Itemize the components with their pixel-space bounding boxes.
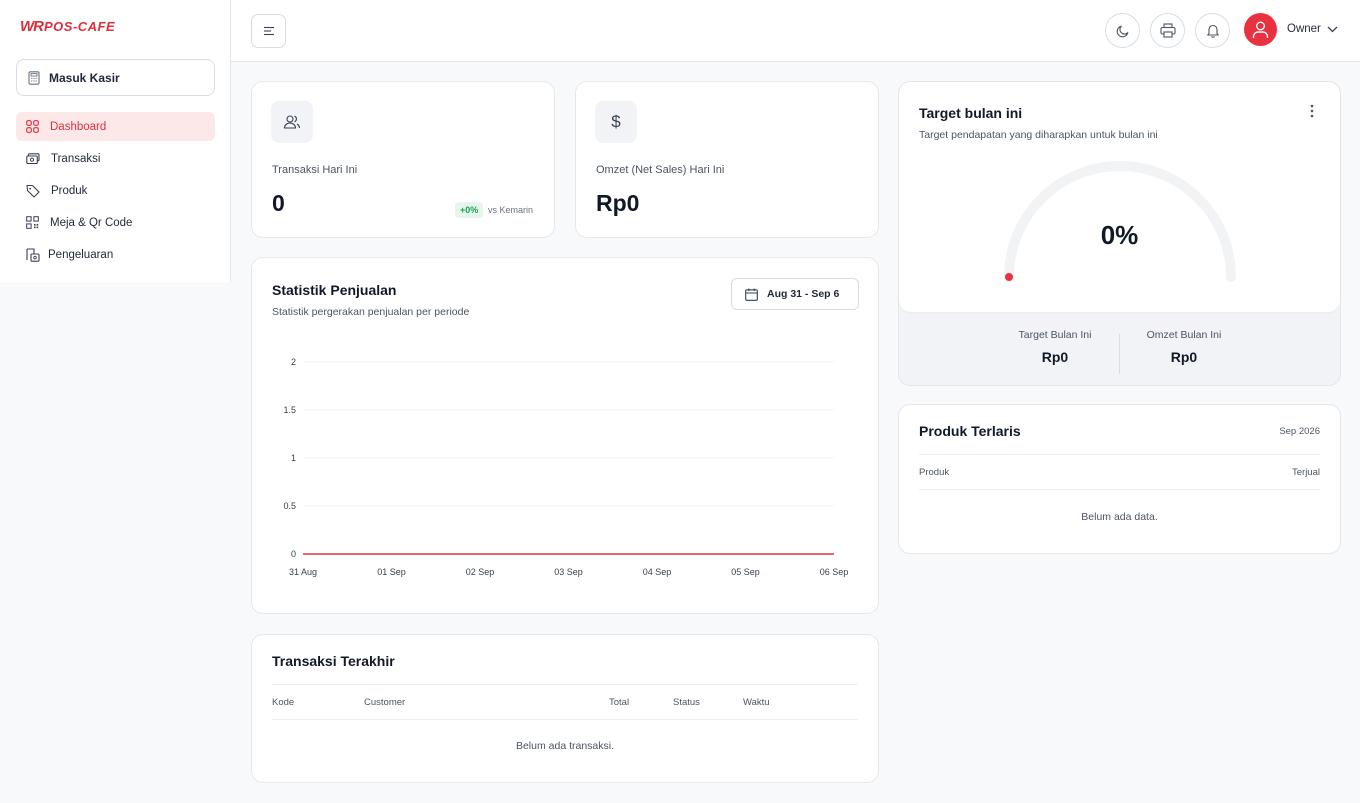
brand-mark: WR	[20, 17, 44, 35]
omzet-value: Rp0	[1170, 349, 1198, 365]
column-header-terjual[interactable]: Terjual	[1292, 467, 1320, 478]
column-header-kode[interactable]: Kode	[272, 697, 295, 708]
column-header-total[interactable]: Total	[609, 697, 630, 708]
target-value-block: Target Bulan Ini Rp0	[995, 329, 1115, 365]
period-label: Sep 2026	[1279, 426, 1320, 437]
y-tick-label: 0	[291, 549, 296, 559]
target-value: Rp0	[1041, 349, 1069, 365]
sidebar: WR POS-CAFE Masuk Kasir Dashboard Transa…	[0, 0, 231, 282]
empty-state-message: Belum ada transaksi.	[515, 740, 615, 752]
sidebar-item-label: Produk	[51, 184, 88, 197]
stat-label: Transaksi Hari Ini	[272, 164, 358, 176]
x-tick-label: 31 Aug	[289, 567, 317, 577]
masuk-kasir-button[interactable]: Masuk Kasir	[16, 59, 215, 96]
masuk-kasir-label: Masuk Kasir	[49, 70, 120, 85]
x-tick-label: 03 Sep	[554, 567, 583, 577]
tag-icon	[26, 184, 40, 198]
dollar-symbol: $	[611, 112, 621, 131]
stat-value: 0	[272, 190, 285, 216]
y-tick-label: 1.5	[283, 405, 296, 415]
y-tick-label: 1	[291, 453, 296, 463]
sales-line-chart: 0 0.5 1 1.5 2 31 Aug 01 Sep 02 Sep 03 Sep 04 Sep 0…	[283, 357, 849, 577]
date-range-label: Aug 31 - Sep 6	[767, 288, 840, 300]
sidebar-item-dashboard[interactable]: Dashboard	[16, 112, 215, 141]
qr-code-icon	[26, 216, 39, 229]
brand-text: POS-CAFE	[44, 18, 116, 34]
sales-statistics-card: Statistik Penjualan Statistik pergerakan…	[251, 257, 879, 614]
stat-value: Rp0	[596, 190, 640, 216]
target-gauge-panel: Target bulan ini Target pendapatan yang …	[899, 82, 1340, 312]
best-selling-products-card: Produk Terlaris Sep 2026 Produk Terjual …	[898, 404, 1341, 554]
moon-icon	[1116, 25, 1128, 37]
change-badge: +0%	[455, 202, 484, 218]
column-header-produk[interactable]: Produk	[919, 467, 950, 478]
card-title: Transaksi Terakhir	[272, 653, 395, 669]
brand-logo[interactable]: WR POS-CAFE	[20, 17, 115, 35]
sidebar-item-pengeluaran[interactable]: Pengeluaran	[16, 240, 215, 269]
x-tick-label: 05 Sep	[731, 567, 760, 577]
target-gauge	[1004, 161, 1236, 282]
sidebar-item-label: Dashboard	[50, 120, 107, 133]
notifications-button[interactable]	[1195, 13, 1230, 48]
user-name: Owner	[1287, 23, 1321, 35]
monthly-target-card: Target bulan ini Target pendapatan yang …	[898, 81, 1341, 386]
chevron-down-icon	[1327, 26, 1338, 32]
table-header: Produk Terjual	[919, 454, 1320, 490]
date-range-picker[interactable]: Aug 31 - Sep 6	[731, 278, 859, 310]
sidebar-item-label: Meja & Qr Code	[50, 216, 133, 229]
table-header: Kode Customer Total Status Waktu	[272, 684, 858, 720]
gauge-track	[1004, 161, 1236, 282]
bell-icon	[1206, 24, 1219, 38]
stat-card-transaksi: Transaksi Hari Ini 0 +0% vs Kemarin	[251, 81, 555, 238]
stat-label: Omzet (Net Sales) Hari Ini	[596, 164, 725, 176]
column-header-waktu[interactable]: Waktu	[743, 697, 770, 708]
users-icon	[271, 101, 313, 143]
divider	[1119, 334, 1120, 374]
comparison-label: vs Kemarin	[488, 205, 534, 215]
sidebar-item-label: Pengeluaran	[48, 248, 114, 261]
calendar-icon	[745, 288, 758, 301]
x-tick-label: 02 Sep	[466, 567, 495, 577]
omzet-label: Omzet Bulan Ini	[1146, 329, 1222, 341]
card-title: Target bulan ini	[919, 105, 1023, 121]
stat-card-omzet: $ Omzet (Net Sales) Hari Ini Rp0	[575, 81, 879, 238]
column-header-customer[interactable]: Customer	[364, 697, 406, 708]
card-title: Produk Terlaris	[919, 423, 1021, 439]
sidebar-item-transaksi[interactable]: Transaksi	[16, 144, 215, 173]
avatar[interactable]	[1244, 13, 1277, 46]
x-tick-label: 04 Sep	[643, 567, 672, 577]
printer-icon	[1159, 23, 1176, 38]
user-menu[interactable]: Owner	[1287, 23, 1338, 35]
receipt-icon	[26, 247, 40, 262]
gauge-progress-dot	[1005, 273, 1013, 281]
dollar-icon: $	[595, 101, 637, 143]
empty-state-message: Belum ada data.	[1081, 511, 1158, 523]
calculator-icon	[28, 70, 40, 85]
cash-icon	[26, 152, 40, 164]
card-subtitle: Statistik pergerakan penjualan per perio…	[272, 306, 470, 318]
sidebar-nav: Dashboard Transaksi Produk Meja & Qr Cod…	[16, 112, 215, 272]
user-icon	[1252, 21, 1269, 38]
print-button[interactable]	[1150, 13, 1185, 48]
sidebar-item-produk[interactable]: Produk	[16, 176, 215, 205]
target-label: Target Bulan Ini	[1018, 329, 1092, 341]
recent-transactions-card: Transaksi Terakhir Kode Customer Total S…	[251, 634, 879, 783]
sidebar-item-label: Transaksi	[51, 152, 101, 165]
more-options-icon[interactable]	[1310, 104, 1314, 123]
target-percent: 0%	[1100, 220, 1139, 250]
y-tick-label: 2	[291, 357, 296, 367]
sidebar-item-meja-qr[interactable]: Meja & Qr Code	[16, 208, 215, 237]
grid-icon	[26, 120, 39, 133]
column-header-status[interactable]: Status	[673, 697, 700, 708]
monthly-omzet-block: Omzet Bulan Ini Rp0	[1124, 329, 1244, 365]
card-subtitle: Target pendapatan yang diharapkan untuk …	[919, 129, 1158, 141]
top-header: Owner	[231, 0, 1360, 62]
toggle-sidebar-button[interactable]	[251, 14, 286, 48]
dark-mode-button[interactable]	[1105, 13, 1140, 48]
x-tick-label: 06 Sep	[820, 567, 849, 577]
x-tick-label: 01 Sep	[377, 567, 406, 577]
card-title: Statistik Penjualan	[272, 282, 397, 298]
menu-icon	[263, 26, 274, 36]
y-tick-label: 0.5	[283, 501, 296, 511]
